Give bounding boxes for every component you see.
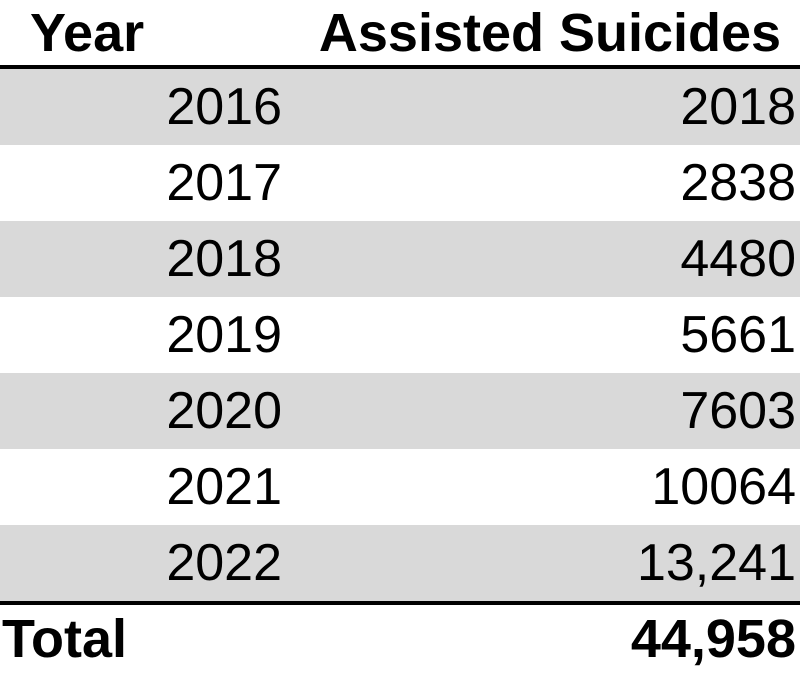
table-row: 2017 2838 (0, 145, 800, 221)
year-cell: 2019 (166, 306, 282, 364)
table-header-row: Year Assisted Suicides (0, 0, 800, 69)
year-cell: 2017 (166, 154, 282, 212)
value-cell: 10064 (651, 458, 796, 516)
year-cell: 2016 (166, 78, 282, 136)
column-header-assisted-suicides: Assisted Suicides (318, 2, 782, 63)
total-label: Total (2, 609, 127, 669)
table-row: 2021 10064 (0, 449, 800, 525)
year-cell: 2018 (166, 230, 282, 288)
year-cell: 2022 (166, 534, 282, 592)
table-row: 2022 13,241 (0, 525, 800, 601)
table-row: 2018 4480 (0, 221, 800, 297)
total-value: 44,958 (630, 609, 796, 669)
value-cell: 7603 (680, 382, 796, 440)
year-cell: 2020 (166, 382, 282, 440)
value-cell: 2838 (680, 154, 796, 212)
value-cell: 13,241 (636, 534, 796, 592)
value-cell: 5661 (680, 306, 796, 364)
table-row: 2019 5661 (0, 297, 800, 373)
table-row: 2020 7603 (0, 373, 800, 449)
table-total-row: Total 44,958 (0, 601, 800, 673)
value-cell: 2018 (680, 78, 796, 136)
year-cell: 2021 (166, 458, 282, 516)
table-row: 2016 2018 (0, 69, 800, 145)
value-cell: 4480 (680, 230, 796, 288)
column-header-year: Year (30, 2, 145, 63)
